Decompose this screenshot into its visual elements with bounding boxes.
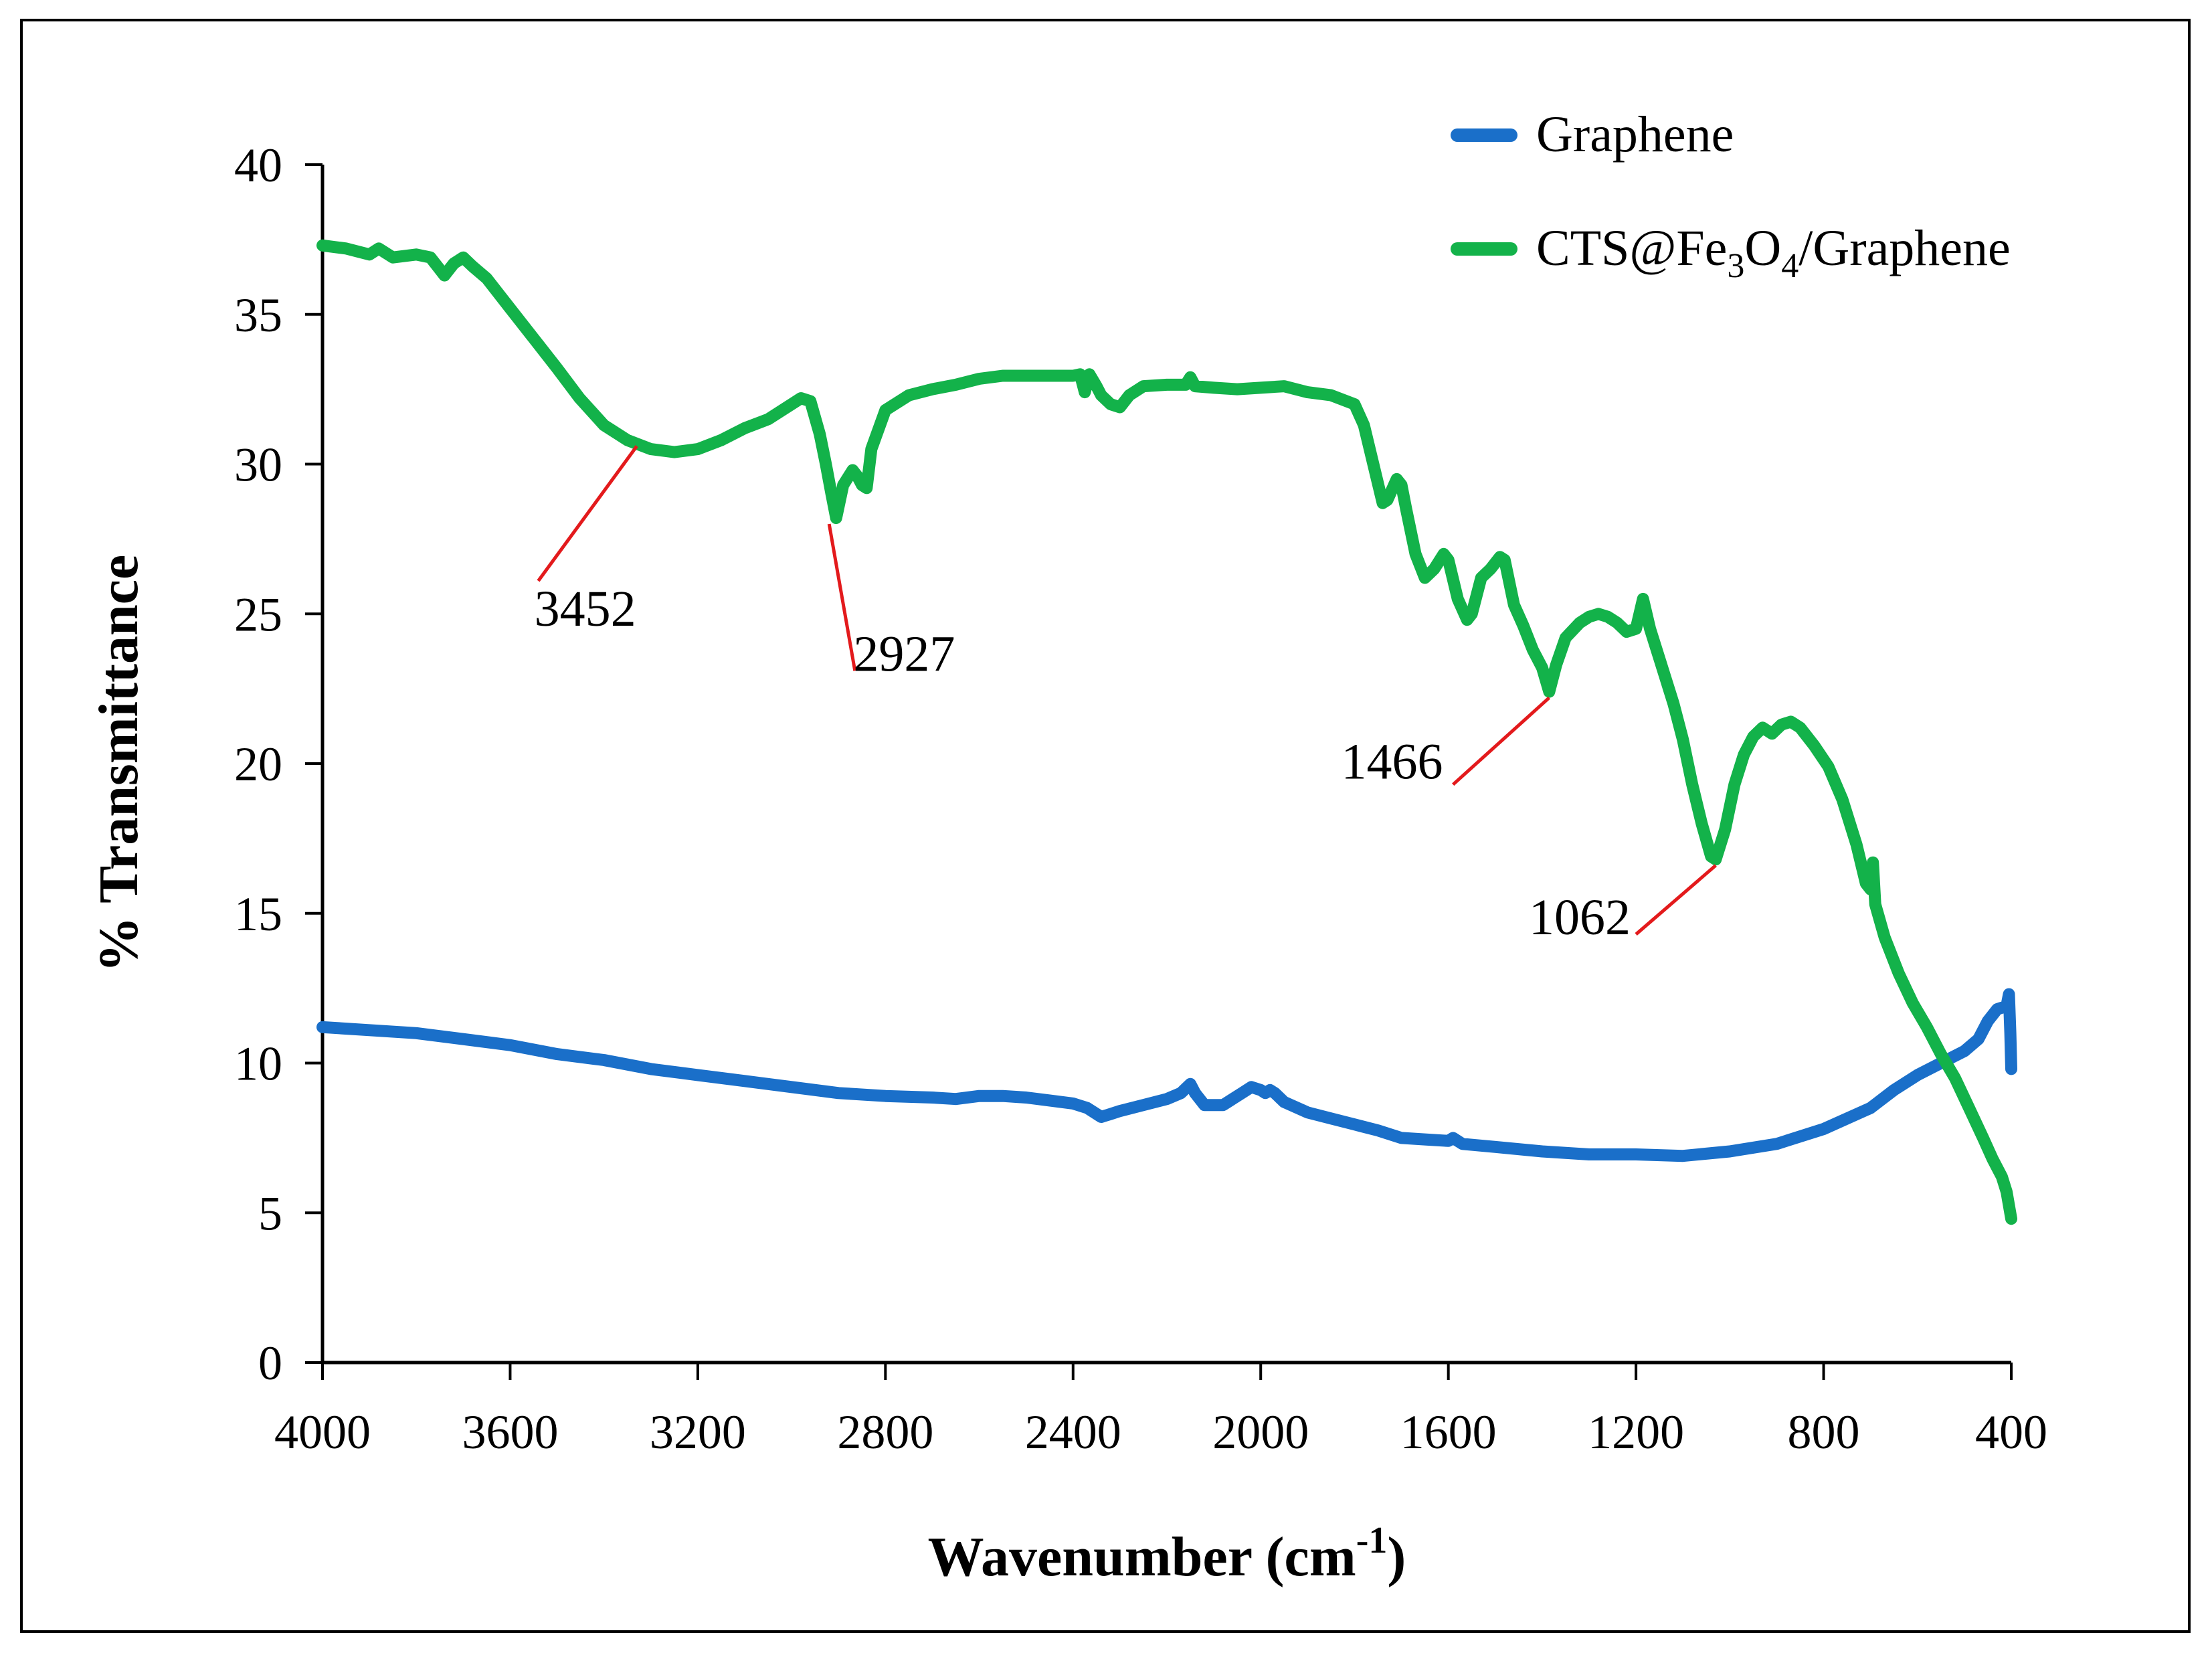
x-tick-label: 3600 — [462, 1405, 558, 1459]
x-axis-title: Wavenumber (cm-1) — [928, 1520, 1406, 1588]
axis-titles: Wavenumber (cm-1) % Transmittance — [88, 555, 1406, 1588]
annotation-leader-line — [537, 445, 638, 582]
y-tick-label: 30 — [234, 438, 282, 492]
legend: Graphene CTS@Fe3O4/Graphene — [1451, 106, 2011, 285]
y-tick-label: 5 — [258, 1187, 282, 1240]
legend-text-part: /Graphene — [1799, 220, 2011, 276]
y-tick-label: 25 — [234, 588, 282, 641]
legend-entry-label: CTS@Fe3O4/Graphene — [1536, 220, 2011, 285]
x-tick-label: 3200 — [650, 1405, 746, 1459]
x-axis-title-superscript: -1 — [1356, 1520, 1388, 1561]
x-axis-title-text: Wavenumber (cm — [928, 1526, 1356, 1588]
y-tick-label: 0 — [258, 1336, 282, 1390]
x-tick-label: 400 — [1975, 1405, 2047, 1459]
y-tick-label: 15 — [234, 887, 282, 941]
annotation-label-1062: 1062 — [1529, 889, 1631, 946]
legend-text-part: CTS@Fe — [1536, 220, 1727, 276]
y-tick-label: 40 — [234, 139, 282, 192]
x-tick-label: 2400 — [1025, 1405, 1121, 1459]
y-tick-label: 10 — [234, 1037, 282, 1091]
x-tick-label: 2800 — [837, 1405, 933, 1459]
x-tick-label: 1200 — [1588, 1405, 1684, 1459]
legend-subscript: 4 — [1781, 247, 1799, 285]
annotation-leader-line — [827, 523, 857, 671]
series-lines — [316, 239, 2017, 1225]
annotation-label-2927: 2927 — [853, 626, 955, 682]
y-axis-title: % Transmittance — [88, 555, 150, 973]
legend-text-part: O — [1744, 220, 1781, 276]
x-tick-label: 800 — [1788, 1405, 1860, 1459]
legend-text-part: Graphene — [1536, 106, 1734, 163]
peak-annotations: 3452 2927 1466 1062 — [535, 445, 1717, 946]
annotation-leader-line — [1452, 696, 1551, 786]
legend-subscript: 3 — [1727, 247, 1744, 285]
x-tick-label: 4000 — [274, 1405, 371, 1459]
series-line-graphene — [316, 988, 2017, 1162]
tick-labels: 0 5 10 15 20 25 30 35 40 4000 3600 3200 2800 2400 2000… — [234, 139, 2047, 1459]
x-axis-title-text: ) — [1387, 1526, 1406, 1588]
legend-entry-label: Graphene — [1536, 106, 1734, 163]
annotation-leader-line — [1635, 864, 1717, 936]
annotation-label-3452: 3452 — [535, 581, 636, 637]
x-tick-label: 1600 — [1400, 1405, 1497, 1459]
x-tick-label: 2000 — [1212, 1405, 1309, 1459]
y-tick-label: 35 — [234, 288, 282, 342]
axes — [305, 163, 2013, 1380]
y-tick-label: 20 — [234, 737, 282, 791]
series-line-cts-fe3o4-graphene — [316, 239, 2017, 1225]
annotation-label-1466: 1466 — [1342, 733, 1443, 790]
